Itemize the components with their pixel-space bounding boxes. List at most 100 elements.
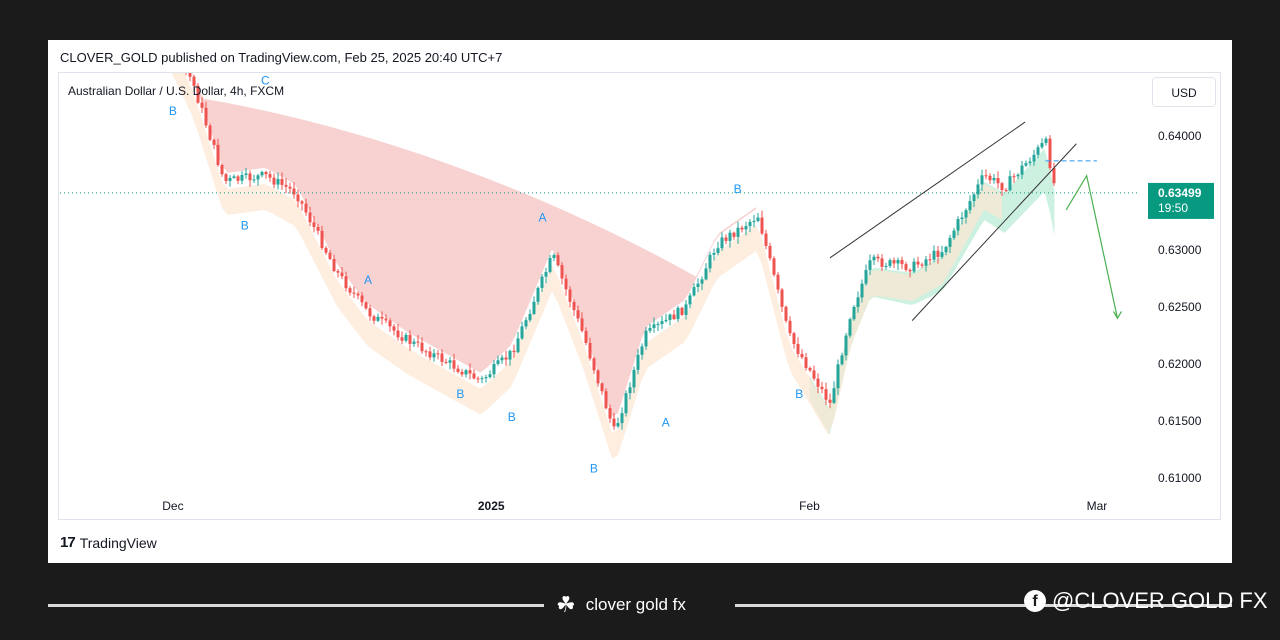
candle-body: [812, 370, 816, 379]
candle-body: [520, 326, 524, 339]
candle-body: [548, 258, 552, 272]
candle-body: [1000, 183, 1004, 191]
candle-body: [508, 350, 512, 360]
candle-body: [336, 271, 340, 273]
tradingview-logo-text: TradingView: [79, 534, 157, 551]
symbol-line: Australian Dollar / U.S. Dollar, 4h, FXC…: [68, 84, 285, 98]
candle-body: [173, 40, 176, 41]
candle-body: [276, 178, 280, 185]
candle-body: [484, 377, 488, 379]
wave-label: B: [241, 218, 249, 232]
candle-body: [1044, 138, 1048, 144]
candle-body: [236, 176, 240, 181]
candle-body: [808, 367, 812, 371]
candle-body: [1048, 138, 1052, 169]
candle-body: [604, 391, 608, 409]
candle-body: [736, 227, 740, 237]
candle-body: [916, 261, 920, 265]
candle-body: [440, 353, 444, 362]
candle-body: [177, 41, 180, 55]
candle-body: [480, 378, 484, 380]
candle-body: [852, 306, 856, 320]
currency-button[interactable]: USD: [1152, 77, 1216, 107]
price-chart[interactable]: BBBABBABABBC0.640000.630000.625000.62000…: [48, 40, 1232, 563]
candle-body: [384, 318, 388, 321]
candle-body: [856, 297, 860, 307]
candle-body: [192, 76, 196, 86]
chart-frame[interactable]: [58, 72, 1221, 520]
candle-body: [288, 186, 292, 189]
candle-body: [620, 413, 624, 424]
candle-body: [780, 289, 784, 307]
candle-body: [908, 269, 912, 272]
candle-body: [636, 354, 640, 370]
candle-body: [528, 313, 532, 321]
tradingview-logo[interactable]: 17 TradingView: [60, 534, 157, 551]
candle-body: [228, 177, 232, 182]
candle-body: [676, 307, 680, 320]
candle-body: [456, 368, 460, 372]
y-tick-label: 0.63000: [1158, 243, 1202, 257]
candle-body: [584, 330, 588, 343]
price-tag: [1148, 182, 1214, 219]
candle-body: [836, 364, 840, 389]
candle-body: [832, 388, 836, 403]
footer-social[interactable]: f @CLOVER GOLD FX: [1024, 588, 1268, 614]
candle-body: [324, 248, 328, 253]
candle-body: [764, 233, 768, 246]
candle-body: [876, 256, 880, 259]
price-tag-value: 0.63499: [1158, 186, 1202, 200]
candle-body: [800, 353, 804, 358]
candle-body: [692, 287, 696, 296]
candle-body: [928, 259, 932, 261]
candle-body: [496, 360, 500, 364]
candle-body: [204, 107, 208, 126]
candle-body: [948, 237, 952, 247]
wave-label: B: [456, 387, 464, 401]
brand-name: clover gold fx: [585, 595, 686, 614]
candle-body: [616, 423, 620, 427]
wave-label: B: [590, 461, 598, 475]
footer-divider-right: [735, 604, 1232, 607]
wave-label: B: [734, 182, 742, 196]
candle-body: [952, 230, 956, 238]
candle-body: [716, 248, 720, 253]
candle-body: [492, 363, 496, 375]
candle-body: [752, 221, 756, 223]
candle-body: [316, 226, 320, 231]
candle-body: [380, 316, 384, 319]
candle-body: [404, 334, 408, 341]
candle-body: [724, 237, 728, 241]
candle-body: [580, 318, 584, 331]
candle-body: [608, 408, 612, 419]
wave-label: A: [662, 416, 670, 430]
candle-body: [796, 343, 800, 354]
candle-body: [320, 230, 324, 249]
candle-body: [600, 383, 604, 392]
candle-body: [372, 316, 376, 321]
candle-body: [1012, 176, 1016, 178]
candle-body: [976, 184, 980, 195]
candle-body: [904, 264, 908, 270]
candle-body: [356, 293, 360, 296]
candle-body: [500, 357, 504, 361]
candle-body: [300, 201, 304, 204]
candle-body: [756, 217, 760, 222]
candle-body: [544, 271, 548, 277]
candle-body: [592, 358, 596, 371]
candle-body: [820, 386, 824, 390]
candle-body: [312, 222, 316, 227]
candle-body: [632, 369, 636, 388]
candle-body: [684, 304, 688, 315]
candle-body: [828, 399, 832, 403]
candle-body: [436, 353, 440, 355]
candle-body: [788, 320, 792, 334]
candle-body: [556, 255, 560, 266]
candle-body: [444, 361, 448, 363]
candle-body: [588, 342, 592, 359]
candle-body: [644, 330, 648, 347]
candle-body: [664, 319, 668, 322]
wave-label: A: [539, 210, 547, 224]
candle-body: [740, 227, 744, 230]
candle-body: [540, 276, 544, 288]
